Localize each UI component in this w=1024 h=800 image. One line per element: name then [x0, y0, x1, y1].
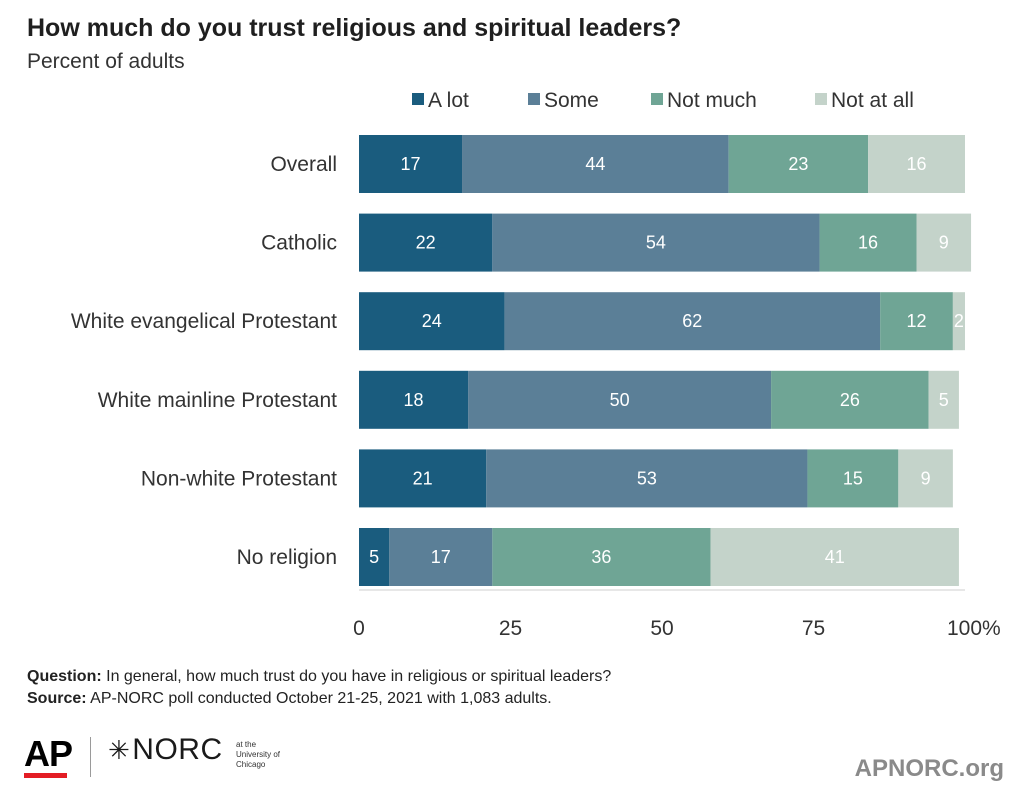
- bar-segment: [880, 292, 953, 351]
- chart-subtitle: Percent of adults: [27, 50, 185, 73]
- category-labels: Overall Catholic White evangelical Protest…: [71, 153, 337, 569]
- bar-segment: [728, 135, 869, 193]
- data-label: 15: [843, 468, 863, 488]
- data-label: 9: [921, 468, 931, 488]
- data-label: 12: [907, 311, 927, 331]
- norc-star-icon: ✳: [108, 735, 131, 765]
- bar-segment: [916, 213, 972, 272]
- category-label: Catholic: [261, 232, 337, 255]
- data-label: 9: [939, 233, 949, 253]
- norc-logo: ✳NORC: [108, 733, 223, 767]
- bar-segment: [819, 213, 917, 272]
- source-note: Source: AP-NORC poll conducted October 2…: [27, 688, 611, 710]
- x-tick-label: 100%: [947, 617, 1001, 640]
- category-label: White mainline Protestant: [98, 389, 337, 412]
- x-tick-label: 50: [650, 617, 673, 640]
- legend-swatch: [412, 93, 424, 105]
- legend-label: Not much: [667, 89, 757, 112]
- data-label: 62: [682, 311, 702, 331]
- bar-segment: [928, 370, 959, 429]
- norc-wordmark: NORC: [132, 733, 223, 766]
- stacked-bar-chart: A lot Some Not much Not at all Overall Catho…: [71, 89, 1001, 640]
- category-label: White evangelical Protestant: [71, 310, 337, 333]
- question-label: Question:: [27, 668, 102, 685]
- bar-segments: 17 44 23 16 22 54 16 9 24 62 12 2 18 50 26 5 21 53 15 9 5 17 3…: [359, 135, 972, 586]
- bar-segment: [359, 213, 493, 272]
- source-label: Source:: [27, 690, 87, 707]
- bar-segment: [468, 370, 772, 429]
- legend-label: A lot: [428, 89, 469, 112]
- question-note: Question: In general, how much trust do …: [27, 666, 611, 688]
- data-label: 18: [404, 390, 424, 410]
- bar-segment: [462, 135, 729, 193]
- data-label: 16: [907, 154, 927, 174]
- category-label: Non-white Protestant: [141, 467, 337, 490]
- bar-segment: [486, 449, 808, 508]
- data-label: 50: [610, 390, 630, 410]
- bar-segment: [807, 449, 899, 508]
- ap-logo: AP: [24, 733, 73, 774]
- data-label: 2: [954, 311, 964, 331]
- bar-segment: [952, 292, 965, 351]
- category-label: Overall: [270, 153, 337, 176]
- data-label: 41: [825, 547, 845, 567]
- data-label: 23: [788, 154, 808, 174]
- bar-segment: [359, 449, 487, 508]
- bar-segment: [359, 135, 463, 193]
- x-tick-label: 0: [353, 617, 365, 640]
- x-tick-label: 75: [802, 617, 825, 640]
- legend-label: Not at all: [831, 89, 914, 112]
- data-label: 53: [637, 468, 657, 488]
- norc-small-line: Chicago: [236, 760, 266, 769]
- data-label: 5: [369, 547, 379, 567]
- data-label: 17: [400, 154, 420, 174]
- bar-segment: [492, 528, 711, 586]
- bar-segment: [710, 528, 959, 586]
- source-text: AP-NORC poll conducted October 21-25, 20…: [86, 690, 552, 707]
- legend-swatch: [528, 93, 540, 105]
- data-label: 26: [840, 390, 860, 410]
- x-axis: 0 25 50 75 100%: [353, 589, 1001, 640]
- data-label: 5: [939, 390, 949, 410]
- bar-segment: [771, 370, 929, 429]
- category-label: No religion: [237, 546, 337, 569]
- bar-segment: [359, 292, 505, 351]
- norc-small-line: University of: [236, 750, 281, 759]
- logo-divider: [90, 737, 91, 777]
- site-url: APNORC.org: [854, 755, 1004, 782]
- data-label: 22: [416, 233, 436, 253]
- data-label: 24: [422, 311, 442, 331]
- ap-logo-underline: [24, 773, 67, 778]
- footer-notes: Question: In general, how much trust do …: [27, 666, 611, 710]
- bar-segment: [898, 449, 953, 508]
- bar-segment: [492, 213, 820, 272]
- legend-swatch: [815, 93, 827, 105]
- data-label: 44: [585, 154, 605, 174]
- norc-small-line: at the: [236, 740, 257, 749]
- bar-segment: [504, 292, 881, 351]
- legend-swatch: [651, 93, 663, 105]
- bar-segment: [868, 135, 965, 193]
- bar-segment: [359, 528, 390, 586]
- data-label: 17: [431, 547, 451, 567]
- data-label: 21: [413, 468, 433, 488]
- question-text: In general, how much trust do you have i…: [101, 668, 612, 685]
- data-label: 16: [858, 233, 878, 253]
- chart-legend: A lot Some Not much Not at all: [412, 89, 914, 112]
- data-label: 36: [591, 547, 611, 567]
- legend-label: Some: [544, 89, 599, 112]
- bar-segment: [389, 528, 493, 586]
- data-label: 54: [646, 233, 666, 253]
- norc-university-text: at the University of Chicago: [236, 740, 280, 770]
- bar-segment: [359, 370, 469, 429]
- x-tick-label: 25: [499, 617, 522, 640]
- chart-title: How much do you trust religious and spir…: [27, 14, 682, 42]
